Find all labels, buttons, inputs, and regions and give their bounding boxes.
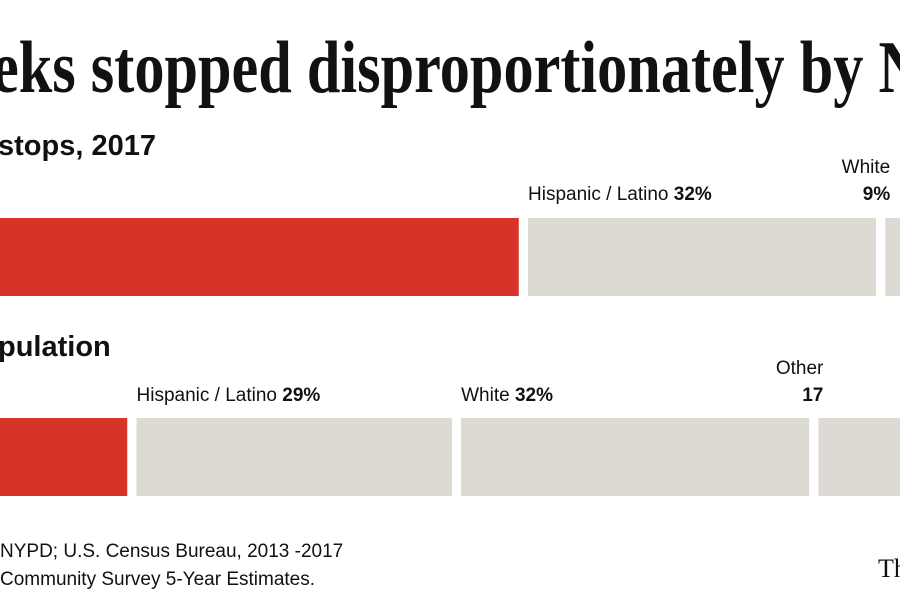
- source: Community Survey 5-Year Estimates.: [0, 569, 315, 590]
- chart-subtitle: stops, 2017: [0, 130, 156, 162]
- value-label: 9%: [863, 184, 891, 205]
- chart-title: eks stopped disproportionately by N: [0, 27, 900, 109]
- chart-subtitle: pulation: [0, 331, 111, 363]
- bar-segment: [528, 218, 876, 296]
- bar-segment: [0, 218, 519, 296]
- segment-label: Hispanic / Latino 32%: [528, 184, 712, 205]
- category-label: Hispanic / Latino: [137, 385, 277, 406]
- category-label: Hispanic / Latino: [528, 184, 668, 205]
- bar-segment: [885, 218, 900, 296]
- bar-segment: [818, 418, 900, 496]
- bar-segment: [0, 418, 128, 496]
- segment-label: Hispanic / Latino 29%: [137, 385, 321, 406]
- bar-segment: [461, 418, 810, 496]
- value-label: 29%: [282, 385, 320, 406]
- value-label: 32%: [515, 385, 553, 406]
- segment-label: White 32%: [461, 385, 553, 406]
- category-label: Other: [776, 358, 824, 379]
- value-label: 32%: [674, 184, 712, 205]
- bar-segment: [136, 418, 452, 496]
- category-label: White: [842, 157, 891, 178]
- credit: Th: [878, 554, 900, 583]
- source: NYPD; U.S. Census Bureau, 2013 -2017: [0, 541, 343, 562]
- value-label: 17: [802, 385, 823, 406]
- category-label: White: [461, 385, 510, 406]
